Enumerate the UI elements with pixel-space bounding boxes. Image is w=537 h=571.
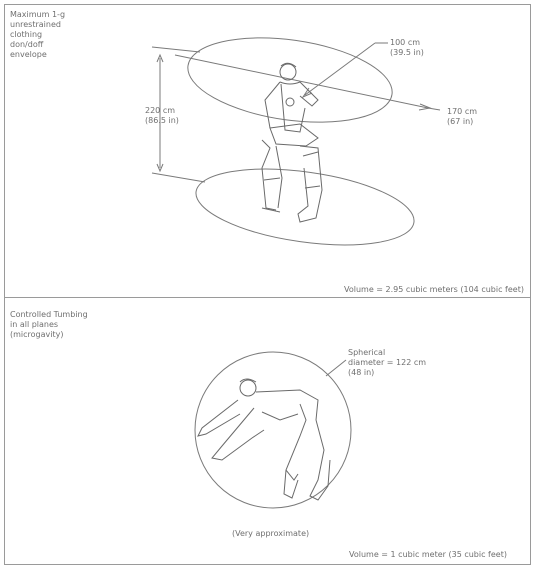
height-arrow-bottom xyxy=(156,163,164,173)
sphere-leader xyxy=(325,359,347,377)
figure-frame xyxy=(4,4,531,565)
standing-figure xyxy=(261,62,323,223)
height-arrow-top xyxy=(156,53,164,63)
width-dimension-line xyxy=(174,54,429,109)
lower-envelope-ellipse xyxy=(195,168,415,246)
height-top-tick xyxy=(151,46,201,53)
depth-dimension-label: 100 cm (39.5 in) xyxy=(390,38,424,57)
panel-divider xyxy=(4,297,531,298)
tumbling-sphere xyxy=(194,351,352,509)
bottom-panel-heading: Controlled Tumbing in all planes (microg… xyxy=(10,310,88,339)
height-dimension-label: 220 cm (86.5 in) xyxy=(145,106,179,125)
width-dimension-label: 170 cm (67 in) xyxy=(447,107,478,126)
approximate-note: (Very approximate) xyxy=(232,529,310,538)
width-extension xyxy=(427,107,441,111)
top-panel-heading: Maximum 1-g unrestrained clothing don/do… xyxy=(10,10,66,59)
bottom-volume-label: Volume = 1 cubic meter (35 cubic feet) xyxy=(349,550,507,559)
tumbling-figure xyxy=(197,378,331,501)
sphere-diameter-label: Spherical diameter = 122 cm (48 in) xyxy=(348,348,427,377)
depth-dimension-line xyxy=(304,42,376,96)
height-bottom-tick xyxy=(151,172,206,183)
depth-arrow xyxy=(301,87,313,99)
top-volume-label: Volume = 2.95 cubic meters (104 cubic fe… xyxy=(344,285,524,294)
